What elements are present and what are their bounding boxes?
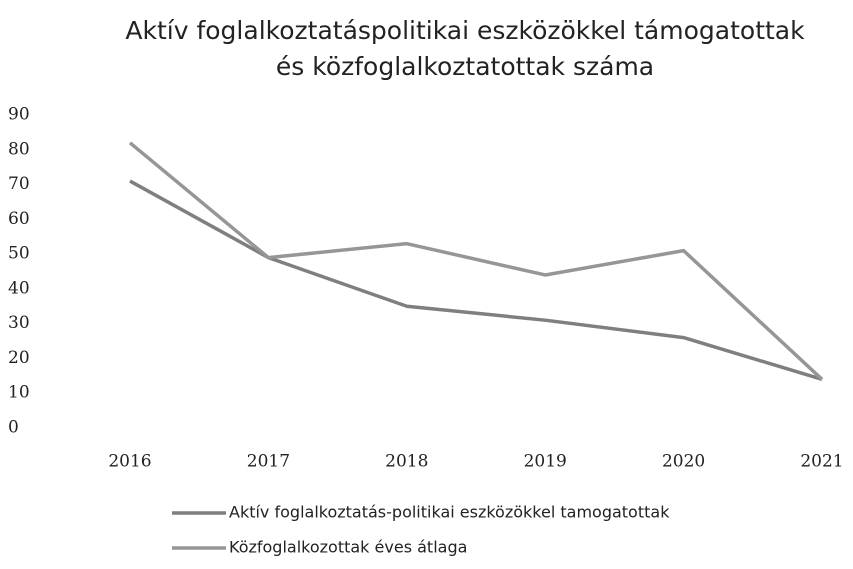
line-series xyxy=(129,179,823,381)
x-tick-label: 2020 xyxy=(662,452,705,472)
y-tick-label: 80 xyxy=(8,139,30,159)
x-tick-label: 2018 xyxy=(385,452,428,472)
y-tick-label: 60 xyxy=(8,209,30,229)
y-tick-label: 90 xyxy=(8,105,30,125)
chart-title: Aktív foglalkoztatáspolitikai eszközökke… xyxy=(125,16,805,45)
y-tick-label: 10 xyxy=(8,383,30,403)
x-tick-label: 2019 xyxy=(524,452,567,472)
legend-label: Aktív foglalkoztatás-politikai eszközökk… xyxy=(229,503,670,522)
line-series xyxy=(128,141,824,381)
legend-label: Közfoglalkozottak éves átlaga xyxy=(229,538,467,557)
y-tick-label: 20 xyxy=(8,348,30,368)
x-tick-label: 2021 xyxy=(800,452,843,472)
y-tick-label: 70 xyxy=(8,174,30,194)
x-tick-label: 2017 xyxy=(247,452,290,472)
y-tick-label: 40 xyxy=(8,278,30,298)
y-tick-label: 50 xyxy=(8,244,30,264)
x-tick-label: 2016 xyxy=(108,452,151,472)
chart-title: és közfoglalkoztatottak száma xyxy=(276,52,654,81)
y-tick-label: 0 xyxy=(8,418,19,438)
y-tick-label: 30 xyxy=(8,313,30,333)
